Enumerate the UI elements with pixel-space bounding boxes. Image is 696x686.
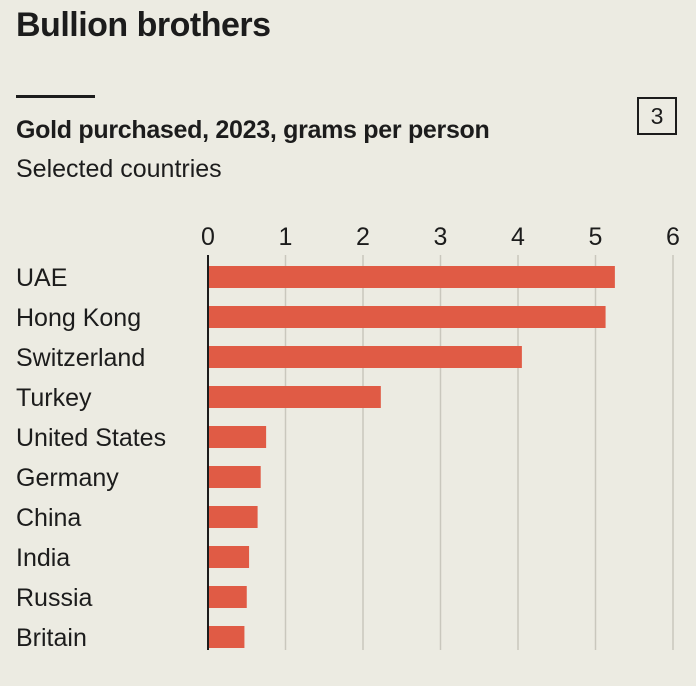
bar xyxy=(208,466,261,488)
bar xyxy=(208,346,522,368)
bar xyxy=(208,546,250,568)
category-label: Hong Kong xyxy=(16,304,141,332)
category-label: Russia xyxy=(16,584,93,612)
chart-title: Gold purchased, 2023, grams per person xyxy=(16,116,490,144)
x-tick-label: 4 xyxy=(511,223,525,251)
bar xyxy=(208,266,615,288)
x-axis-ticks: 0 1 2 3 4 5 6 xyxy=(201,223,680,251)
category-label: India xyxy=(16,544,70,572)
bar xyxy=(208,506,258,528)
category-label: Turkey xyxy=(16,384,92,412)
headline-rule xyxy=(16,95,95,98)
x-tick-label: 0 xyxy=(201,223,215,251)
chart-subtitle: Selected countries xyxy=(16,155,222,183)
x-tick-label: 1 xyxy=(279,223,293,251)
category-labels: UAE Hong Kong Switzerland Turkey United Stat… xyxy=(16,264,166,652)
category-label: Switzerland xyxy=(16,344,145,372)
x-tick-label: 2 xyxy=(356,223,370,251)
category-label: China xyxy=(16,504,81,532)
category-label: United States xyxy=(16,424,166,452)
bar xyxy=(208,426,267,448)
bar xyxy=(208,586,247,608)
category-label: Britain xyxy=(16,624,87,652)
chart-headline: Bullion brothers xyxy=(16,6,271,44)
category-label: Germany xyxy=(16,464,119,492)
x-tick-label: 3 xyxy=(434,223,448,251)
bar xyxy=(208,306,606,328)
bar xyxy=(208,626,245,648)
category-label: UAE xyxy=(16,264,67,292)
x-tick-label: 5 xyxy=(589,223,603,251)
bars xyxy=(208,266,615,648)
x-tick-label: 6 xyxy=(666,223,680,251)
chart-number-badge: 3 xyxy=(637,97,677,135)
bar xyxy=(208,386,381,408)
